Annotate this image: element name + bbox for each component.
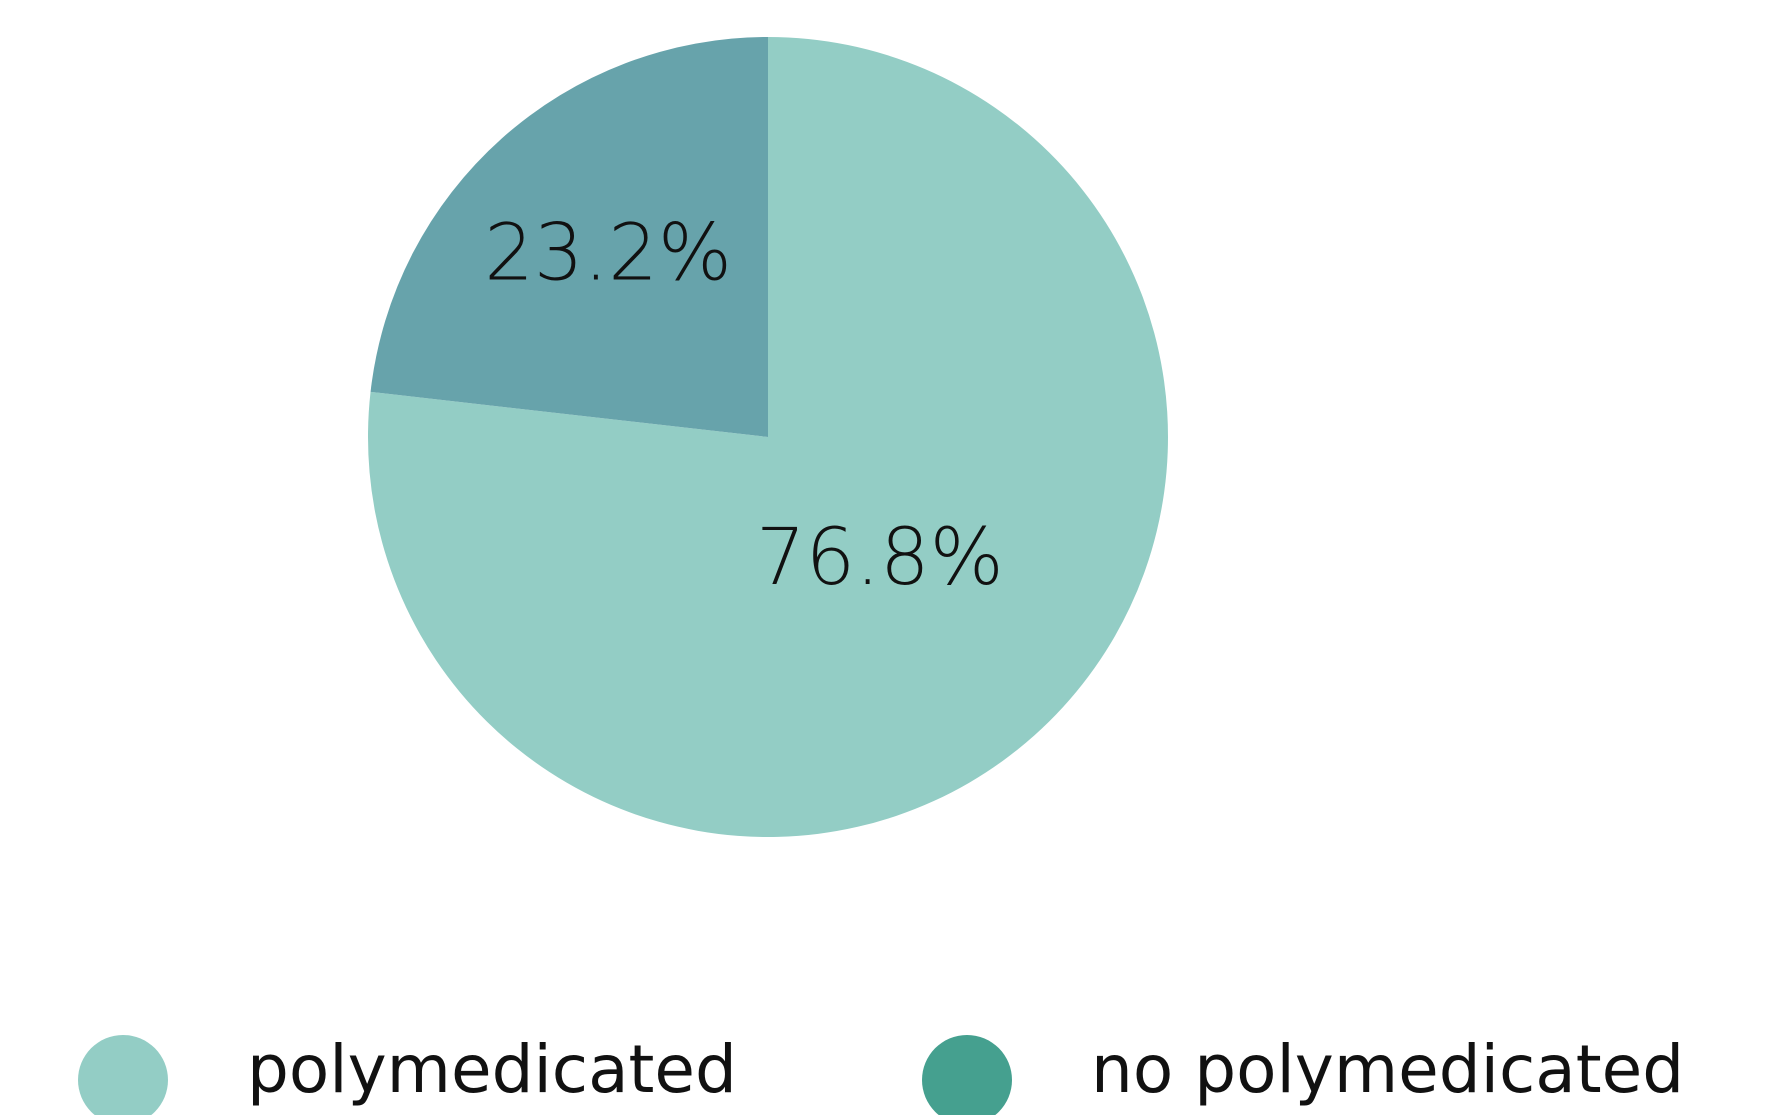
- legend-marker: [78, 1035, 168, 1115]
- slice-label: 76.8%: [756, 513, 1004, 603]
- slice-label: 23.2%: [484, 208, 732, 298]
- legend-label: polymedicated: [247, 1031, 737, 1108]
- legend-marker: [922, 1035, 1012, 1115]
- pie-slice: [370, 37, 768, 437]
- pie-slice: [367, 37, 1168, 837]
- legend-label: no polymedicated: [1091, 1031, 1684, 1108]
